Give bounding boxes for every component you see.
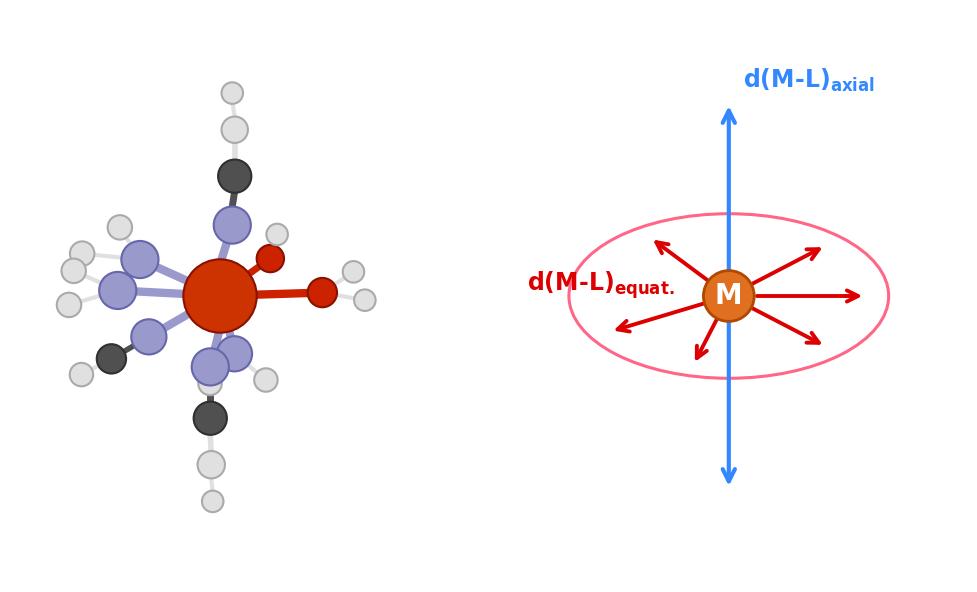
Circle shape [342, 261, 363, 282]
Circle shape [57, 292, 81, 317]
Circle shape [308, 278, 337, 307]
Circle shape [193, 401, 227, 435]
Circle shape [197, 451, 225, 478]
Text: M: M [714, 282, 742, 310]
Circle shape [191, 348, 229, 385]
Circle shape [99, 272, 136, 309]
Circle shape [218, 160, 251, 193]
Circle shape [266, 224, 287, 245]
Circle shape [131, 319, 166, 355]
Circle shape [97, 344, 126, 374]
Circle shape [107, 215, 132, 240]
Circle shape [254, 368, 277, 392]
Circle shape [354, 289, 375, 311]
Circle shape [221, 82, 242, 104]
Circle shape [221, 117, 248, 143]
Circle shape [702, 271, 753, 321]
Circle shape [62, 259, 86, 283]
Circle shape [69, 242, 94, 266]
Circle shape [121, 241, 158, 278]
Circle shape [198, 372, 222, 395]
Circle shape [184, 259, 256, 333]
Circle shape [201, 491, 223, 512]
Text: d(M-L)$_{\mathregular{axial}}$: d(M-L)$_{\mathregular{axial}}$ [743, 67, 874, 94]
Circle shape [69, 363, 93, 387]
Circle shape [213, 207, 250, 244]
Circle shape [256, 245, 283, 272]
Circle shape [217, 336, 252, 371]
Text: d(M-L)$_{\mathregular{equat.}}$: d(M-L)$_{\mathregular{equat.}}$ [526, 269, 673, 301]
